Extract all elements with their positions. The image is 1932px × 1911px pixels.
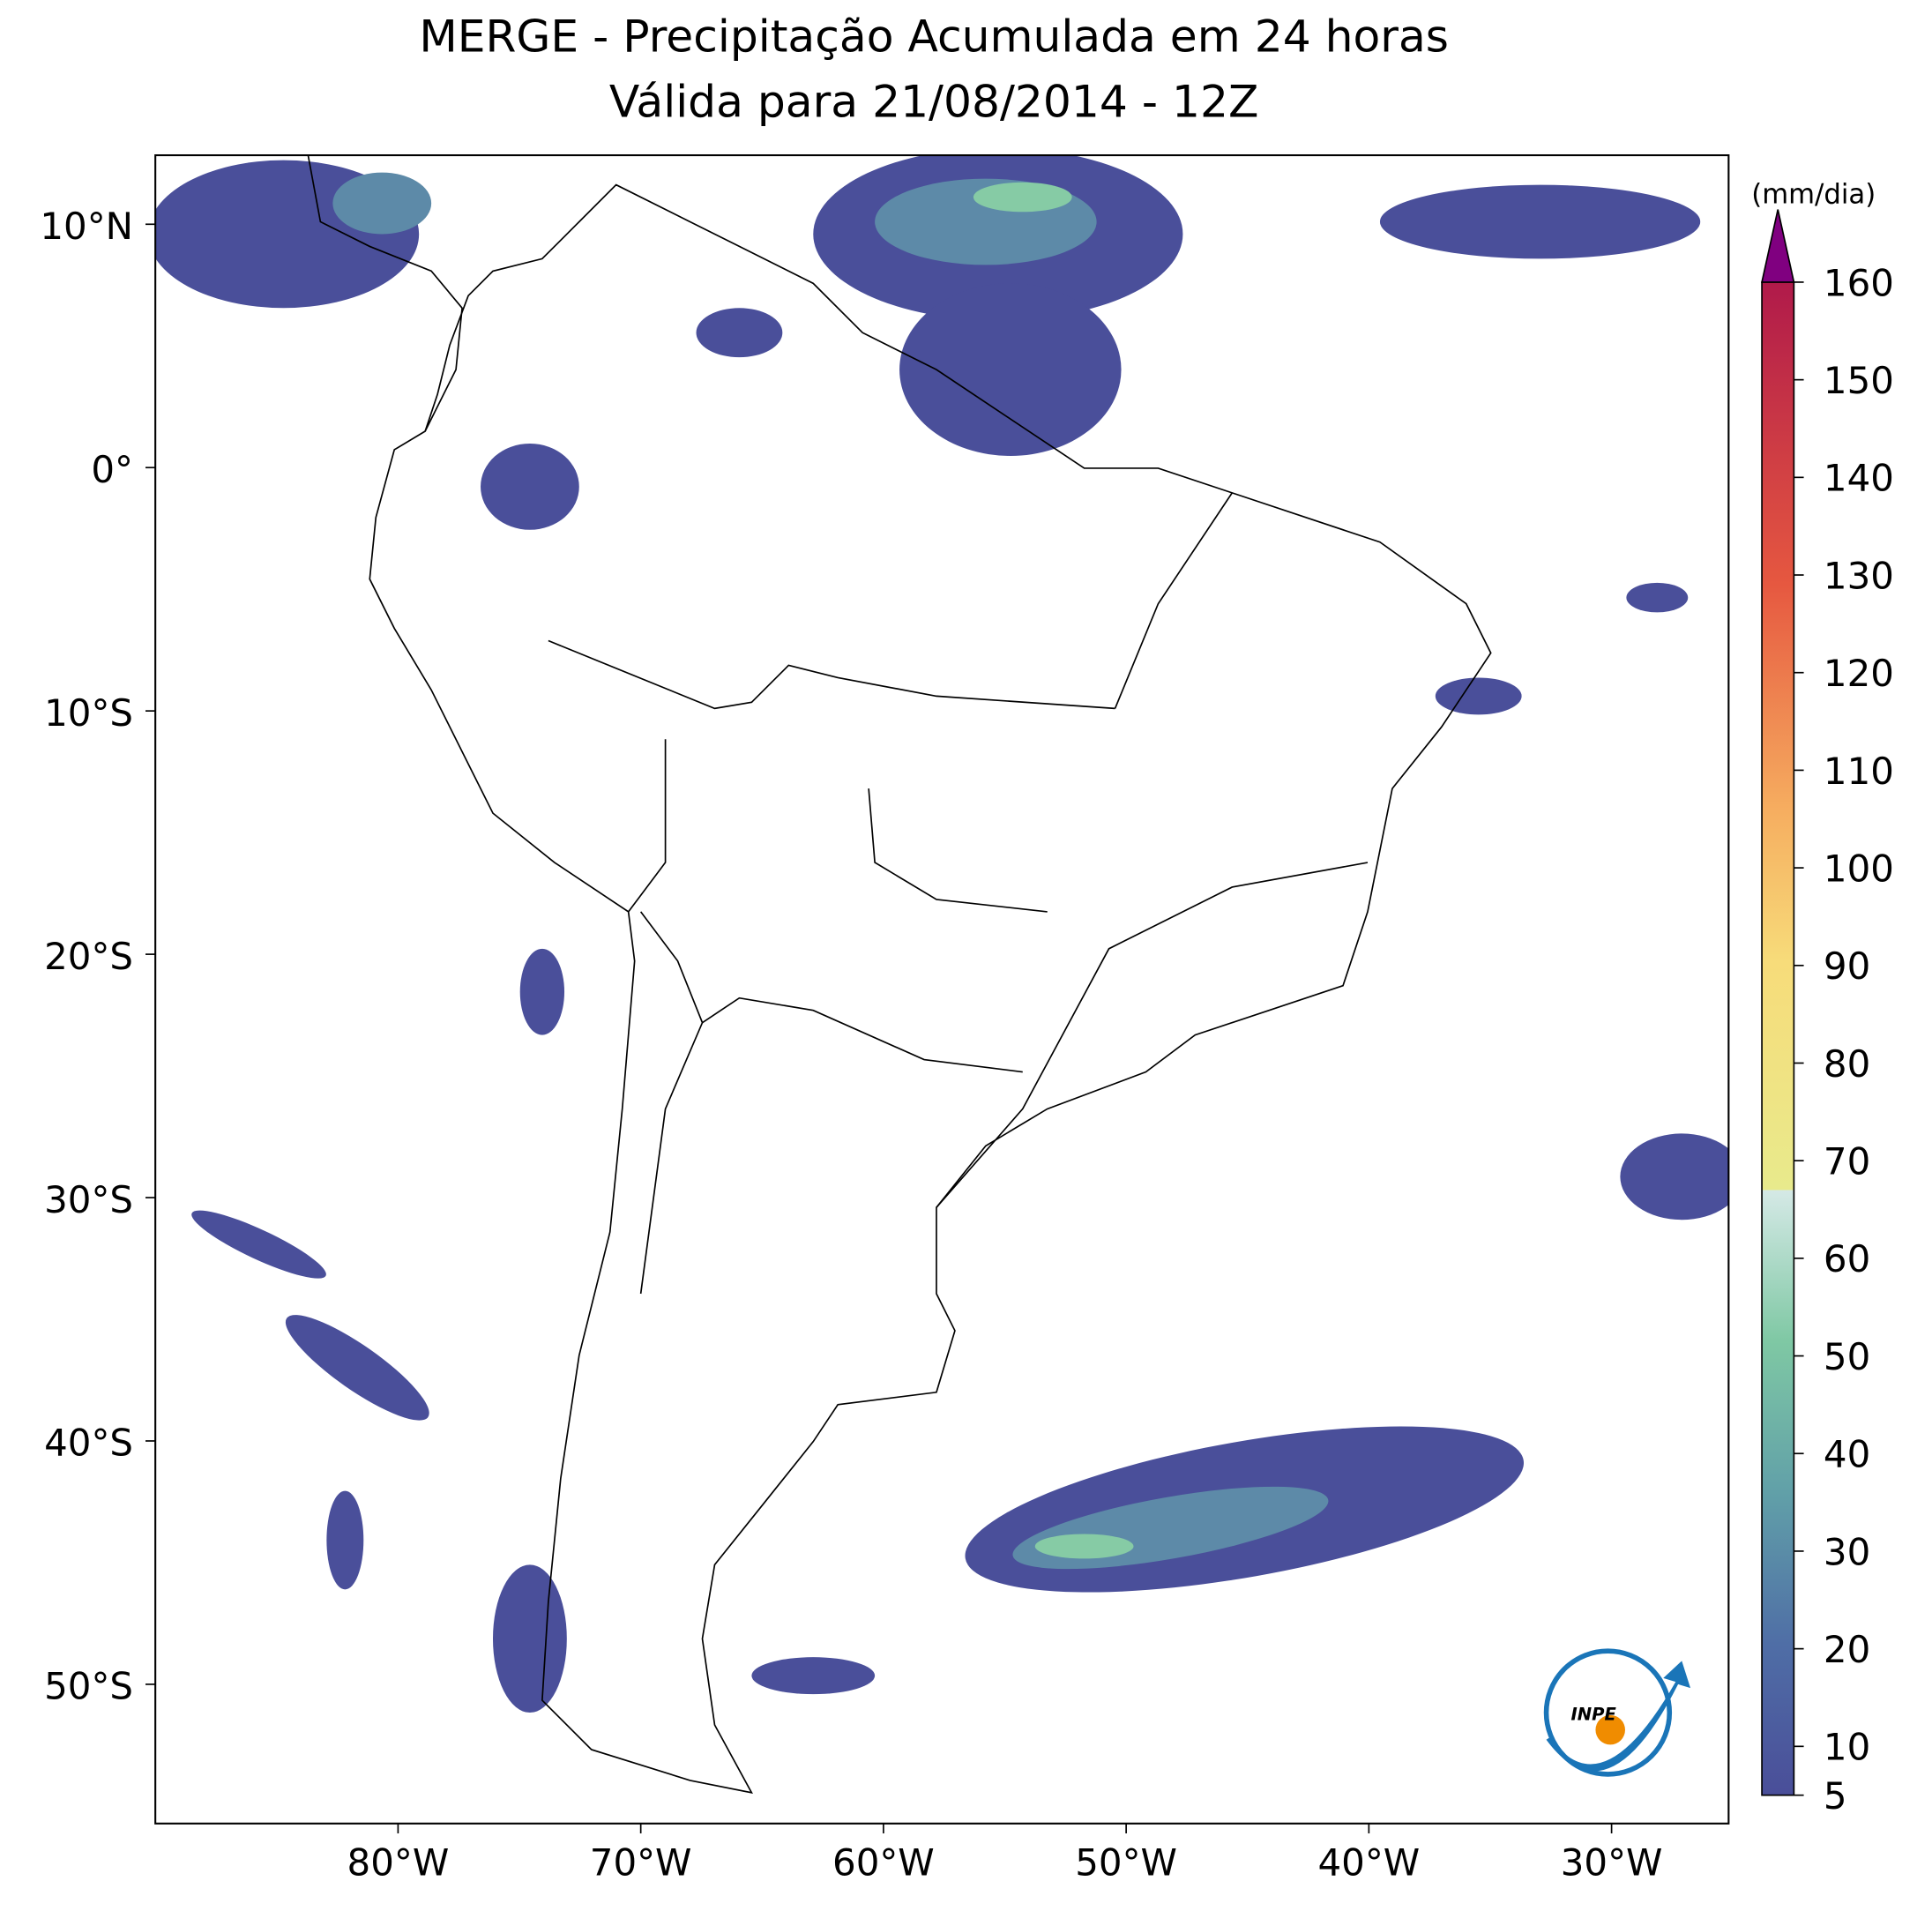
lat-label: 20°S — [44, 935, 133, 978]
lon-label: 30°W — [1561, 1840, 1663, 1884]
colorbar-tick-label: 120 — [1824, 652, 1894, 695]
lon-label: 80°W — [347, 1840, 450, 1884]
colorbar-tick-label: 60 — [1824, 1237, 1870, 1280]
colorbar-tick-label: 40 — [1824, 1433, 1870, 1476]
colorbar-tick-label: 160 — [1824, 261, 1894, 304]
colorbar-tick-label: 50 — [1824, 1335, 1870, 1378]
colorbar-tick-label: 30 — [1824, 1530, 1870, 1573]
colorbar-tick-label: 5 — [1824, 1774, 1847, 1818]
lon-label: 70°W — [590, 1840, 692, 1884]
lat-label: 10°S — [44, 691, 133, 735]
colorbar — [1761, 281, 1795, 1796]
lat-label: 40°S — [44, 1422, 133, 1465]
colorbar-tick-label: 100 — [1824, 847, 1894, 890]
lon-label: 60°W — [832, 1840, 935, 1884]
colorbar-tick-label: 110 — [1824, 750, 1894, 793]
colorbar-tick-label: 10 — [1824, 1726, 1870, 1769]
title-line: Válida para 21/08/2014 - 12Z — [609, 76, 1259, 128]
colorbar-tick-label: 20 — [1824, 1628, 1870, 1671]
colorbar-tick-label: 150 — [1824, 359, 1894, 402]
lat-label: 10°N — [40, 205, 133, 248]
logo-text: INPE — [1571, 1704, 1617, 1724]
lon-label: 40°W — [1318, 1840, 1421, 1884]
coastlines — [307, 154, 1492, 1795]
lat-label: 50°S — [44, 1665, 133, 1708]
colorbar-tick-label: 130 — [1824, 554, 1894, 597]
colorbar-tick-label: 80 — [1824, 1042, 1870, 1086]
colorbar-label: (mm/dia) — [1751, 179, 1876, 211]
colorbar-extend — [1761, 209, 1795, 283]
colorbar-tick-label: 70 — [1824, 1140, 1870, 1183]
lat-label: 30°S — [44, 1178, 133, 1221]
inpe-logo: INPE — [1543, 1648, 1691, 1777]
lon-label: 50°W — [1075, 1840, 1177, 1884]
precipitation-field — [155, 155, 1729, 1713]
colorbar-tick-label: 140 — [1824, 457, 1894, 500]
colorbar-tick-label: 90 — [1824, 944, 1870, 988]
title-line: MERGE - Precipitação Acumulada em 24 hor… — [419, 11, 1449, 63]
map-frame — [154, 153, 1730, 1825]
lat-label: 0° — [91, 448, 133, 491]
